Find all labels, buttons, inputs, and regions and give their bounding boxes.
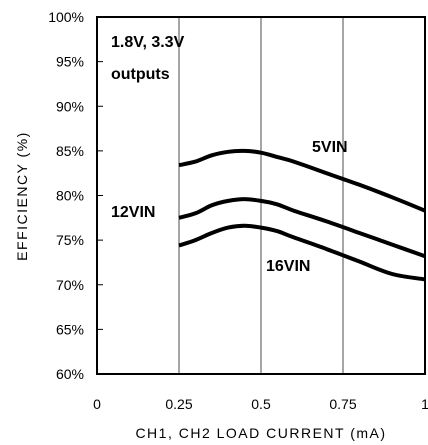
y-axis-label: EFFICIENCY (%) xyxy=(14,131,30,261)
annotation-line-2: outputs xyxy=(111,66,170,83)
y-tick-label: 100% xyxy=(48,9,84,25)
x-axis-ticks: 0 0.25 0.5 0.75 1 xyxy=(93,396,428,412)
x-tick-label: 0.5 xyxy=(251,396,271,412)
series-line-5vin xyxy=(178,148,426,213)
x-tick-label: 0.25 xyxy=(165,396,192,412)
y-tick-label: 70% xyxy=(56,277,84,293)
series-line-16vin xyxy=(178,223,426,282)
x-tick-label: 0.75 xyxy=(329,396,356,412)
y-tick-label: 80% xyxy=(56,188,84,204)
y-tick-label: 90% xyxy=(56,98,84,114)
series-line-12vin xyxy=(178,197,426,259)
x-tick-label: 0 xyxy=(93,396,101,412)
series-label-12vin: 12VIN xyxy=(111,204,155,221)
series-lines xyxy=(178,148,426,282)
y-tick-label: 95% xyxy=(56,54,84,70)
y-tick-label: 60% xyxy=(56,366,84,382)
x-tick-label: 1 xyxy=(421,396,428,412)
x-axis-label: CH1, CH2 LOAD CURRENT (mA) xyxy=(135,425,386,441)
y-tick-label: 75% xyxy=(56,232,84,248)
y-tick-label: 65% xyxy=(56,321,84,337)
y-axis-ticks: 60% 65% 70% 75% 80% 85% 90% 95% 100% xyxy=(48,9,103,382)
series-label-16vin: 16VIN xyxy=(266,258,310,275)
y-tick-label: 85% xyxy=(56,143,84,159)
annotation-line-1: 1.8V, 3.3V xyxy=(111,34,185,51)
series-label-5vin: 5VIN xyxy=(312,139,348,156)
grid-lines xyxy=(178,17,344,374)
